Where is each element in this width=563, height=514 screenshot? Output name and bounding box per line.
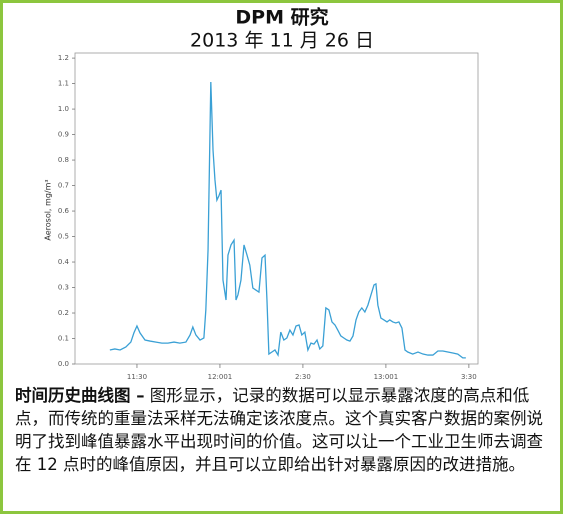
y-tick-label: 0.9 [58,131,69,139]
chart-title: DPM 研究 [235,6,328,29]
chart: DPM 研究 2013 年 11 月 26 日 Aerosol, mg/m³ 0… [44,6,479,381]
y-tick-label: 0.0 [58,360,69,368]
x-tick-label: 2:30 [295,373,311,381]
y-tick-label: 0.8 [58,156,69,164]
y-tick-label: 1.0 [58,105,69,113]
y-tick-label: 0.3 [58,284,69,292]
y-tick-label: 1.1 [58,80,69,88]
data-line [109,82,466,359]
y-tick-label: 0.4 [58,258,70,266]
y-tick-label: 0.1 [58,335,69,343]
y-tick-label: 0.7 [58,182,69,190]
x-tick-label: 11:30 [127,373,147,381]
y-tick-label: 0.6 [58,207,70,215]
x-tick-label: 3:30 [461,373,477,381]
y-axis-label: Aerosol, mg/m³ [44,179,53,240]
y-tick-label: 0.5 [58,233,69,241]
x-tick-label: 12:001 [208,373,233,381]
x-tick-label: 13:001 [374,373,399,381]
y-tick-label: 1.2 [58,54,69,62]
caption-text: 图形显示，记录的数据可以显示暴露浓度的高点和低点，而传统的重量法采样无法确定该浓… [15,386,543,474]
y-tick-label: 0.2 [58,309,69,317]
caption: 时间历史曲线图 – 图形显示，记录的数据可以显示暴露浓度的高点和低点，而传统的重… [15,384,555,476]
chart-subtitle: 2013 年 11 月 26 日 [190,30,374,52]
plot-frame [74,52,479,365]
caption-heading: 时间历史曲线图 – [15,386,145,405]
